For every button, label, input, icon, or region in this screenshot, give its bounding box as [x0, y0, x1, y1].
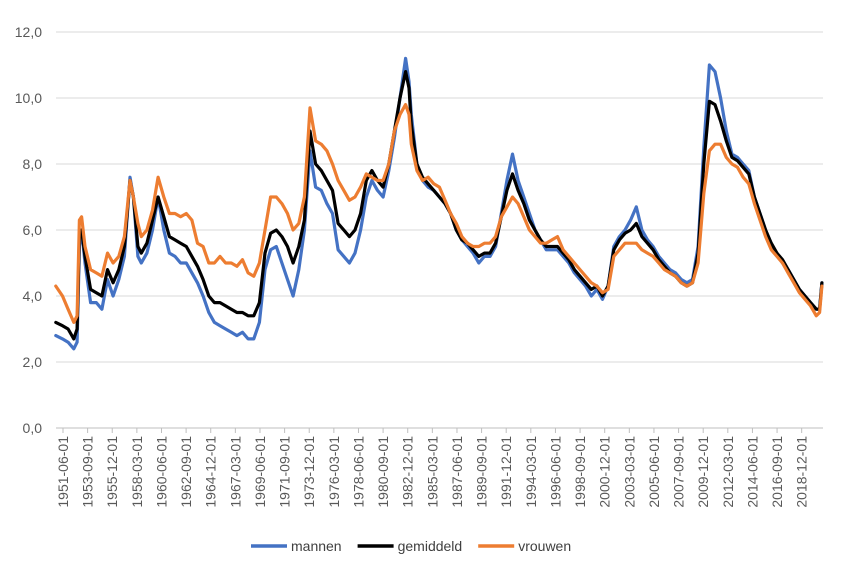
legend-label-mannen: mannen	[291, 538, 342, 554]
legend-label-gemiddeld: gemiddeld	[398, 538, 463, 554]
series-line-gemiddeld	[54, 69, 824, 341]
gridlines	[56, 31, 823, 429]
series-lines	[54, 56, 824, 351]
series-line-vrouwen	[54, 102, 824, 324]
y-tick-label: 0,0	[23, 420, 43, 436]
x-tick-label: 1994-03-01	[523, 436, 539, 508]
y-tick-label: 4,0	[23, 288, 43, 304]
y-tick-label: 8,0	[23, 156, 43, 172]
legend-label-vrouwen: vrouwen	[518, 538, 571, 554]
y-tick-label: 2,0	[23, 354, 43, 370]
x-tick-label: 1958-03-01	[129, 436, 145, 508]
x-tick-label: 2012-03-01	[720, 436, 736, 508]
x-tick-label: 1964-12-01	[203, 436, 219, 508]
x-tick-label: 2018-12-01	[794, 436, 810, 508]
x-tick-label: 1982-12-01	[400, 436, 416, 508]
y-tick-label: 10,0	[15, 90, 42, 106]
legend: mannen gemiddeld vrouwen	[251, 538, 571, 554]
x-tick-label: 1980-09-01	[375, 436, 391, 508]
x-tick-label: 1962-09-01	[178, 436, 194, 508]
y-axis-ticks: 0,0 2,0 4,0 6,0 8,0 10,0 12,0	[15, 24, 42, 436]
x-tick-label: 2014-06-01	[744, 436, 760, 508]
x-tick-label: 2003-03-01	[621, 436, 637, 508]
x-tick-label: 1976-03-01	[326, 436, 342, 508]
x-tick-label: 1951-06-01	[55, 436, 71, 508]
x-tick-label: 1987-06-01	[449, 436, 465, 508]
x-tick-label: 2016-09-01	[769, 436, 785, 508]
x-tick-label: 1971-09-01	[277, 436, 293, 508]
x-tick-label: 1955-12-01	[104, 436, 120, 508]
x-tick-label: 1960-06-01	[153, 436, 169, 508]
x-tick-label: 1953-09-01	[80, 436, 96, 508]
x-tick-label: 2007-09-01	[671, 436, 687, 508]
x-axis-ticks: 1951-06-01 1953-09-01 1955-12-01 1958-03-01…	[55, 428, 810, 508]
x-tick-label: 1985-03-01	[424, 436, 440, 508]
x-tick-label: 1969-06-01	[252, 436, 268, 508]
y-tick-label: 12,0	[15, 24, 42, 40]
x-tick-label: 1978-06-01	[350, 436, 366, 508]
x-tick-label: 1996-06-01	[547, 436, 563, 508]
x-tick-label: 1989-09-01	[474, 436, 490, 508]
series-line-mannen	[54, 56, 824, 351]
x-tick-label: 1967-03-01	[227, 436, 243, 508]
x-tick-label: 1998-09-01	[572, 436, 588, 508]
x-tick-label: 1991-12-01	[498, 436, 514, 508]
x-tick-label: 2005-06-01	[646, 436, 662, 508]
x-tick-label: 1973-12-01	[301, 436, 317, 508]
x-tick-label: 2009-12-01	[695, 436, 711, 508]
y-tick-label: 6,0	[23, 222, 43, 238]
x-tick-label: 2000-12-01	[597, 436, 613, 508]
